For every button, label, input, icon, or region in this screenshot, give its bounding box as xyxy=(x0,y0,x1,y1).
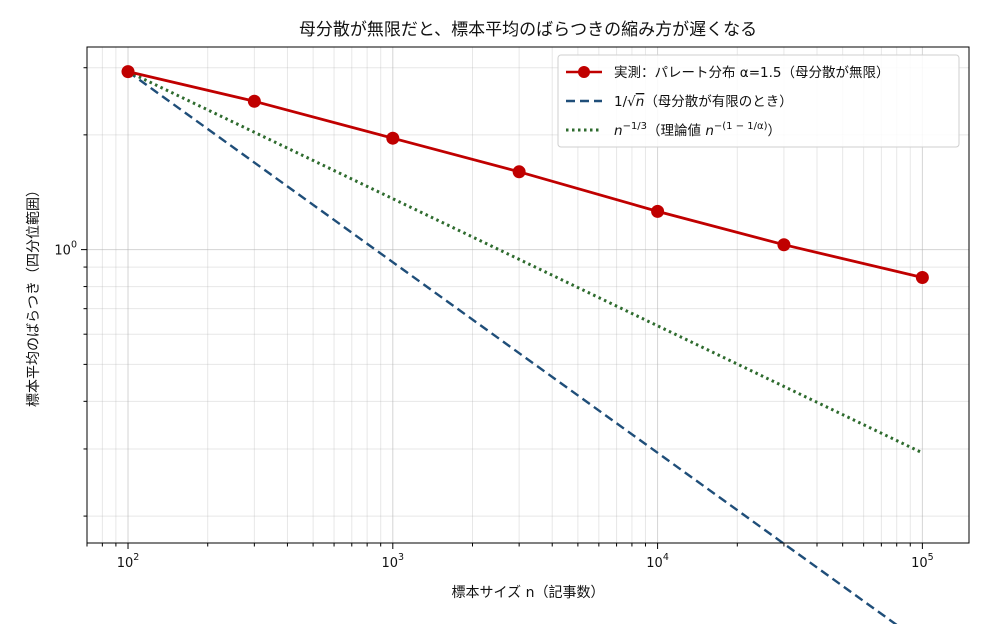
data-point xyxy=(121,65,135,79)
legend: 実測：パレート分布 α=1.5（母分散が無限） 1/√n（母分散が有限のとき） … xyxy=(557,54,960,148)
x-tick-exponent: 3 xyxy=(398,552,404,563)
legend-box xyxy=(557,54,960,148)
legend-theory-suffix: ） xyxy=(768,123,782,139)
series-layer xyxy=(121,65,929,624)
data-point xyxy=(777,238,791,252)
x-tick-exponent: 2 xyxy=(133,552,139,563)
legend-label-sqrt: 1/√n（母分散が有限のとき） xyxy=(614,94,793,110)
legend-theory-base: n xyxy=(614,123,623,139)
series-line-2 xyxy=(127,70,898,624)
x-tick-base: 10 xyxy=(382,556,399,571)
legend-theory-base2: n xyxy=(705,123,714,139)
data-point xyxy=(915,271,929,285)
plot-frame xyxy=(86,46,970,544)
y-tick-label: 100 xyxy=(54,240,77,259)
x-tick-exponent: 5 xyxy=(928,552,934,563)
y-tick-base: 10 xyxy=(54,244,71,259)
data-point xyxy=(512,165,526,179)
x-tick-label: 104 xyxy=(646,552,669,571)
x-tick-base: 10 xyxy=(911,556,928,571)
x-tick-exponent: 4 xyxy=(663,552,669,563)
x-tick-label: 103 xyxy=(382,552,405,571)
legend-label-theory: n−1/3（理論値 n−(1 − 1/α)） xyxy=(614,121,781,139)
legend-sqrt-var: n xyxy=(636,94,645,110)
legend-theory-exp: −1/3 xyxy=(623,121,647,132)
y-tick-exponent: 0 xyxy=(71,240,77,251)
data-point xyxy=(247,94,261,108)
x-axis-label: 標本サイズ n（記事数） xyxy=(452,584,605,601)
x-tick-base: 10 xyxy=(117,556,134,571)
legend-label-measured: 実測：パレート分布 α=1.5（母分散が無限） xyxy=(614,65,889,81)
x-tick-label: 102 xyxy=(117,552,140,571)
legend-marker-measured xyxy=(578,66,590,78)
chart-title: 母分散が無限だと、標本平均のばらつきの縮み方が遅くなる xyxy=(299,20,757,40)
data-point xyxy=(651,204,665,218)
legend-theory-exp2: −(1 − 1/α) xyxy=(714,121,768,132)
legend-sqrt-prefix: 1/√ xyxy=(614,94,636,110)
series-line-3 xyxy=(127,70,924,455)
legend-theory-mid: （理論値 xyxy=(647,123,705,139)
legend-sqrt-suffix: （母分散が有限のとき） xyxy=(644,94,793,110)
y-axis-label: 標本平均のばらつき（四分位範囲） xyxy=(25,183,42,407)
data-point xyxy=(386,131,400,145)
x-tick-label: 105 xyxy=(911,552,934,571)
x-tick-base: 10 xyxy=(646,556,663,571)
